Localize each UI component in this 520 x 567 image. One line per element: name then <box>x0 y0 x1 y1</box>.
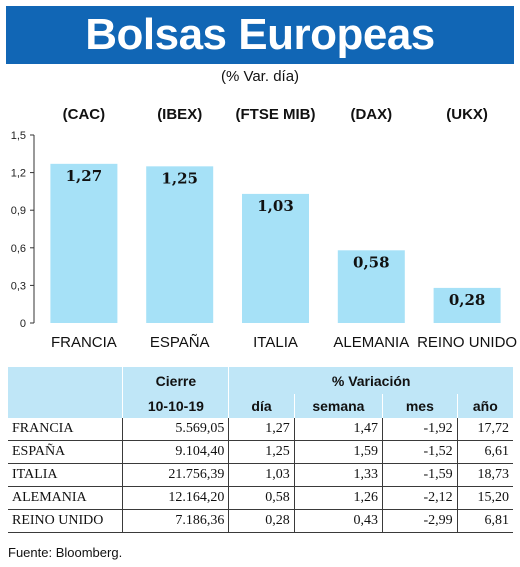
row-name: REINO UNIDO <box>8 509 123 533</box>
y-tick-label: 1,5 <box>11 130 26 142</box>
header-blank-cell <box>8 367 123 394</box>
category-label: ITALIA <box>253 334 298 351</box>
row-mes: -2,99 <box>382 509 458 533</box>
row-name: ESPAÑA <box>8 440 123 464</box>
row-semana: 1,47 <box>293 418 383 441</box>
table-row: REINO UNIDO 7.186,36 0,28 0,43 -2,99 6,8… <box>8 509 513 533</box>
row-name: ALEMANIA <box>8 486 123 510</box>
table-row: ITALIA 21.756,39 1,03 1,33 -1,59 18,73 <box>8 463 513 487</box>
index-label: (IBEX) <box>157 106 202 123</box>
row-dia: 0,58 <box>228 486 295 510</box>
row-semana: 1,33 <box>293 463 383 487</box>
row-mes: -1,59 <box>382 463 458 487</box>
row-cierre: 5.569,05 <box>122 418 229 441</box>
index-label: (CAC) <box>63 106 106 123</box>
row-mes: -1,52 <box>382 440 458 464</box>
row-ano: 6,61 <box>456 440 513 464</box>
bar-value-label: 0,28 <box>449 291 486 309</box>
row-ano: 6,81 <box>456 509 513 533</box>
bar <box>337 250 405 323</box>
row-dia: 1,25 <box>228 440 295 464</box>
header-mes: mes <box>382 394 458 418</box>
index-label: (DAX) <box>350 106 392 123</box>
y-tick-label: 1,2 <box>11 168 26 180</box>
header-date: 10-10-19 <box>122 394 229 418</box>
row-name: ITALIA <box>8 463 123 487</box>
row-mes: -2,12 <box>382 486 458 510</box>
bar-value-label: 1,27 <box>66 167 103 185</box>
bar <box>242 193 309 323</box>
bar-value-label: 0,58 <box>353 253 390 271</box>
row-ano: 17,72 <box>456 418 513 441</box>
header-blank-cell-2 <box>8 394 123 418</box>
header-variacion: % Variación <box>228 367 513 394</box>
index-label: (FTSE MIB) <box>236 106 316 123</box>
table-row: ESPAÑA 9.104,40 1,25 1,59 -1,52 6,61 <box>8 440 513 464</box>
category-label: ALEMANIA <box>333 334 409 351</box>
header-cierre: Cierre <box>122 367 229 394</box>
category-label: FRANCIA <box>51 334 117 351</box>
row-name: FRANCIA <box>8 418 123 441</box>
y-tick-label: 0 <box>20 318 26 330</box>
table-header-row-1: Cierre % Variación <box>8 367 513 394</box>
category-label: ESPAÑA <box>150 334 210 351</box>
header-ano: año <box>456 394 513 418</box>
row-cierre: 12.164,20 <box>122 486 229 510</box>
source-note: Fuente: Bloomberg. <box>8 545 123 560</box>
row-ano: 18,73 <box>456 463 513 487</box>
row-dia: 0,28 <box>228 509 295 533</box>
table-row: FRANCIA 5.569,05 1,27 1,47 -1,92 17,72 <box>8 418 513 441</box>
y-tick-label: 0,9 <box>11 205 26 217</box>
row-cierre: 7.186,36 <box>122 509 229 533</box>
y-tick-label: 0,3 <box>11 280 26 292</box>
row-cierre: 9.104,40 <box>122 440 229 464</box>
index-label: (UKX) <box>446 106 488 123</box>
header-dia: día <box>228 394 295 418</box>
chart-subtitle: (% Var. día) <box>220 68 300 85</box>
row-semana: 0,43 <box>293 509 383 533</box>
category-label: REINO UNIDO <box>417 334 517 351</box>
row-semana: 1,59 <box>293 440 383 464</box>
row-semana: 1,26 <box>293 486 383 510</box>
row-dia: 1,27 <box>228 418 295 441</box>
bar <box>50 163 118 323</box>
bar <box>433 287 501 323</box>
table-row: ALEMANIA 12.164,20 0,58 1,26 -2,12 15,20 <box>8 486 513 510</box>
row-cierre: 21.756,39 <box>122 463 229 487</box>
bar-value-label: 1,25 <box>161 169 198 187</box>
header-semana: semana <box>293 394 383 418</box>
table-header-row-2: 10-10-19 día semana mes año <box>8 394 513 418</box>
row-mes: -1,92 <box>382 418 458 441</box>
bar-value-label: 1,03 <box>257 197 294 215</box>
row-ano: 15,20 <box>456 486 513 510</box>
row-dia: 1,03 <box>228 463 295 487</box>
bar <box>146 166 214 323</box>
market-table: Cierre % Variación 10-10-19 día semana m… <box>8 367 513 533</box>
y-tick-label: 0,6 <box>11 243 26 255</box>
chart-title: Bolsas Europeas <box>6 6 514 64</box>
bar-chart: 0 0,3 0,6 0,9 1,2 1,5 1,27 (CAC) FRANCIA 1,25 (IBE… <box>11 106 517 351</box>
